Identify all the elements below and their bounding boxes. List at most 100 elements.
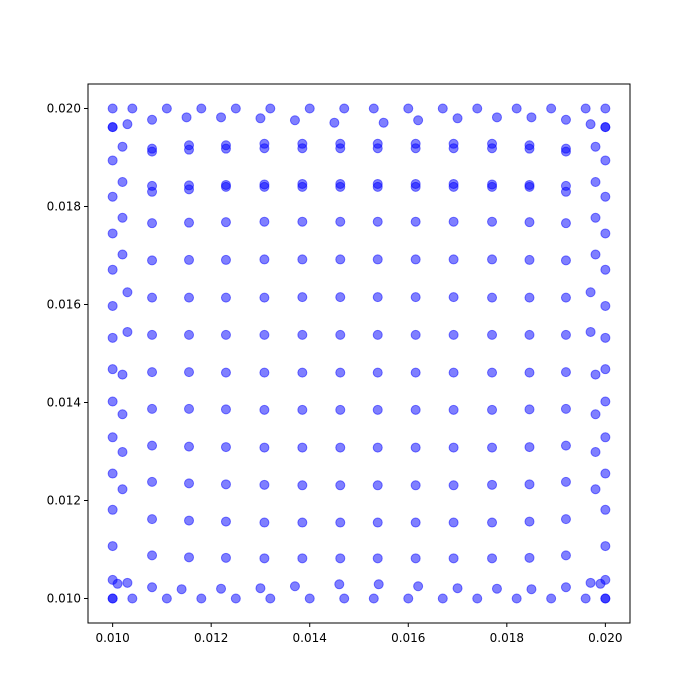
- data-point: [184, 329, 195, 340]
- data-point: [335, 480, 346, 491]
- data-point: [184, 552, 195, 563]
- data-point: [526, 112, 537, 123]
- data-point: [107, 364, 118, 375]
- data-point: [472, 103, 483, 114]
- data-point: [368, 103, 379, 114]
- data-point: [600, 432, 611, 443]
- data-point: [372, 292, 383, 303]
- data-point: [259, 517, 270, 528]
- y-tick-label: 0.012: [47, 494, 81, 508]
- data-point: [524, 329, 535, 340]
- data-point: [259, 553, 270, 564]
- data-point: [334, 579, 345, 590]
- data-point: [259, 367, 270, 378]
- data-point: [184, 184, 195, 195]
- data-point: [220, 292, 231, 303]
- data-point: [265, 103, 276, 114]
- data-point: [297, 292, 308, 303]
- data-point: [560, 514, 571, 525]
- data-point: [297, 216, 308, 227]
- data-point: [600, 396, 611, 407]
- x-tick-label: 0.012: [194, 631, 228, 645]
- data-point: [220, 479, 231, 490]
- data-point: [297, 480, 308, 491]
- data-point: [600, 228, 611, 239]
- data-point: [600, 504, 611, 515]
- data-point: [600, 191, 611, 202]
- data-point: [220, 217, 231, 228]
- data-point: [122, 326, 133, 337]
- data-point: [220, 552, 231, 563]
- data-point: [117, 177, 128, 187]
- data-point: [122, 119, 133, 130]
- data-point: [487, 181, 498, 192]
- data-point: [524, 181, 535, 192]
- data-point: [304, 593, 315, 604]
- data-point: [452, 113, 463, 124]
- data-point: [560, 367, 571, 378]
- data-point: [590, 177, 601, 187]
- data-point: [546, 103, 557, 114]
- data-point: [335, 292, 346, 303]
- data-point: [259, 138, 270, 149]
- data-points: [107, 103, 611, 604]
- data-point: [410, 329, 421, 340]
- data-point: [184, 441, 195, 452]
- data-point: [590, 249, 601, 260]
- data-point: [265, 593, 276, 604]
- data-point: [255, 113, 266, 124]
- data-point: [410, 517, 421, 528]
- data-point: [184, 478, 195, 489]
- data-point: [259, 404, 270, 415]
- data-point: [524, 479, 535, 490]
- data-point: [335, 517, 346, 528]
- data-point: [147, 476, 158, 487]
- data-point: [524, 292, 535, 303]
- data-point: [373, 579, 384, 590]
- data-point: [220, 329, 231, 340]
- data-point: [216, 112, 227, 123]
- data-point: [335, 367, 346, 378]
- data-point: [372, 367, 383, 378]
- data-point: [107, 122, 118, 133]
- data-point: [585, 119, 596, 130]
- data-point: [487, 479, 498, 490]
- data-point: [147, 440, 158, 451]
- data-point: [590, 484, 601, 495]
- data-point: [335, 329, 346, 340]
- data-point: [107, 332, 118, 343]
- data-point: [117, 409, 128, 420]
- data-point: [372, 216, 383, 227]
- data-point: [524, 552, 535, 563]
- data-point: [335, 254, 346, 265]
- data-point: [526, 584, 537, 595]
- plot-frame: [87, 83, 631, 624]
- data-point: [560, 292, 571, 303]
- y-axis-ticks: 0.010 0.012 0.014 0.016 0.018 0.020: [47, 102, 88, 606]
- data-point: [487, 553, 498, 564]
- data-point: [107, 103, 118, 114]
- data-point: [448, 181, 459, 192]
- data-point: [220, 367, 231, 378]
- data-point: [147, 292, 158, 303]
- data-point: [448, 553, 459, 564]
- data-point: [378, 117, 389, 128]
- data-point: [122, 287, 133, 298]
- data-point: [339, 103, 350, 114]
- data-point: [487, 404, 498, 415]
- data-point: [437, 593, 448, 604]
- y-tick-label: 0.010: [47, 592, 81, 606]
- data-point: [259, 181, 270, 192]
- data-point: [117, 369, 128, 380]
- data-point: [372, 404, 383, 415]
- data-point: [196, 103, 207, 114]
- data-point: [147, 403, 158, 414]
- data-point: [487, 367, 498, 378]
- data-point: [289, 115, 300, 126]
- data-point: [511, 593, 522, 604]
- data-point: [107, 541, 118, 552]
- data-point: [524, 254, 535, 265]
- data-point: [524, 442, 535, 453]
- data-point: [590, 141, 601, 152]
